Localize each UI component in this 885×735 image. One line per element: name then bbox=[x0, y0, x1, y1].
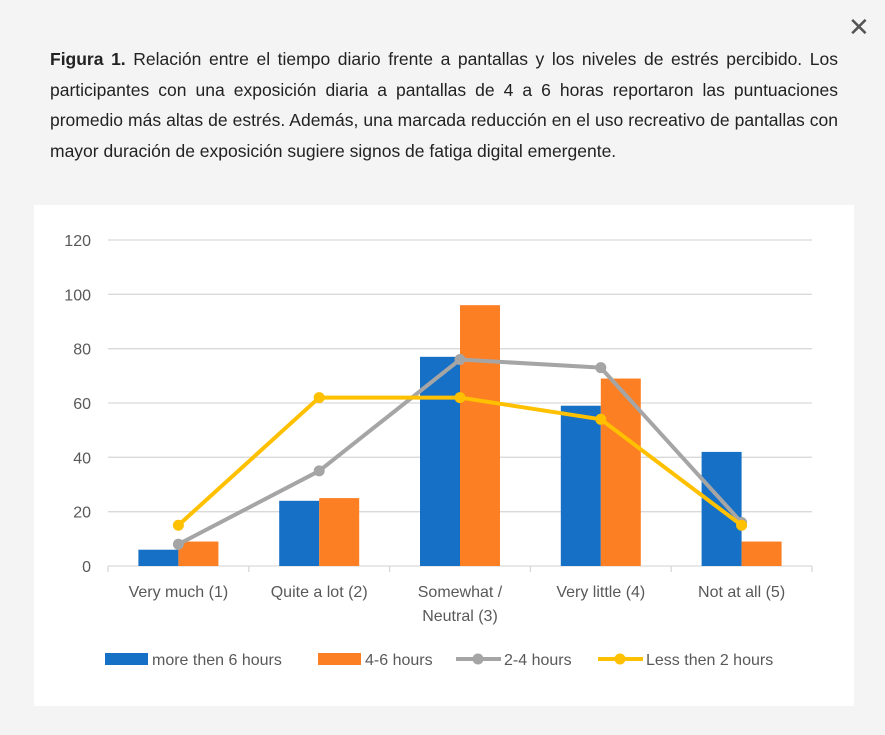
caption-text: Relación entre el tiempo diario frente a… bbox=[50, 49, 838, 161]
x-tick-label: Quite a lot (2) bbox=[271, 584, 368, 601]
y-tick-label: 0 bbox=[82, 559, 91, 576]
figure-caption: Figura 1. Relación entre el tiempo diari… bbox=[50, 44, 838, 166]
legend-label: 2-4 hours bbox=[504, 652, 572, 669]
bar-4-6-hours bbox=[319, 498, 360, 566]
legend-label: more then 6 hours bbox=[152, 652, 282, 669]
chart-svg: 0 20 40 60 80 100 120 Very much (1) Quite a lot … bbox=[64, 233, 813, 669]
point-2-4-hours bbox=[454, 354, 466, 366]
x-tick-label: Somewhat / Neutral (3) bbox=[418, 584, 503, 625]
bar-more-then-6-hours bbox=[560, 405, 601, 566]
point-2-4-hours bbox=[595, 362, 607, 374]
bar-more-then-6-hours bbox=[279, 500, 320, 566]
point-2-4-hours bbox=[172, 538, 184, 550]
legend-marker-2-4-hours bbox=[472, 653, 484, 665]
x-tick-label-line: Neutral (3) bbox=[422, 608, 498, 625]
y-tick-label: 40 bbox=[73, 450, 91, 467]
y-tick-label: 120 bbox=[64, 233, 91, 250]
point-2-4-hours bbox=[313, 465, 325, 477]
legend-label: Less then 2 hours bbox=[646, 652, 773, 669]
close-icon[interactable]: ✕ bbox=[848, 13, 870, 43]
bar-4-6-hours bbox=[600, 378, 641, 566]
bar-4-6-hours bbox=[460, 305, 500, 566]
point-Less-then-2-hours bbox=[736, 519, 748, 531]
point-Less-then-2-hours bbox=[595, 413, 607, 425]
legend-marker-Less-then-2-hours bbox=[614, 653, 626, 665]
legend-swatch-4-6-hours bbox=[318, 653, 361, 665]
legend-swatch-more-then-6-hours bbox=[105, 653, 148, 665]
chart: 0 20 40 60 80 100 120 Very much (1) Quite a lot … bbox=[34, 205, 854, 706]
y-tick-label: 80 bbox=[73, 342, 91, 359]
caption-label: Figura 1. bbox=[50, 49, 126, 69]
bar-more-then-6-hours bbox=[420, 356, 460, 566]
x-tick-label: Very little (4) bbox=[556, 584, 645, 601]
point-Less-then-2-hours bbox=[172, 519, 184, 531]
y-tick-label: 100 bbox=[64, 287, 91, 304]
point-Less-then-2-hours bbox=[454, 392, 466, 404]
bar-4-6-hours bbox=[178, 541, 219, 566]
point-Less-then-2-hours bbox=[313, 392, 325, 404]
bar-more-then-6-hours bbox=[138, 549, 179, 566]
x-tick-label-line: Somewhat / bbox=[418, 584, 503, 601]
x-tick-label: Not at all (5) bbox=[698, 584, 785, 601]
bar-4-6-hours bbox=[741, 541, 782, 566]
y-tick-label: 20 bbox=[73, 505, 91, 522]
x-tick-label: Very much (1) bbox=[129, 584, 229, 601]
legend-label: 4-6 hours bbox=[365, 652, 433, 669]
y-tick-label: 60 bbox=[73, 396, 91, 413]
